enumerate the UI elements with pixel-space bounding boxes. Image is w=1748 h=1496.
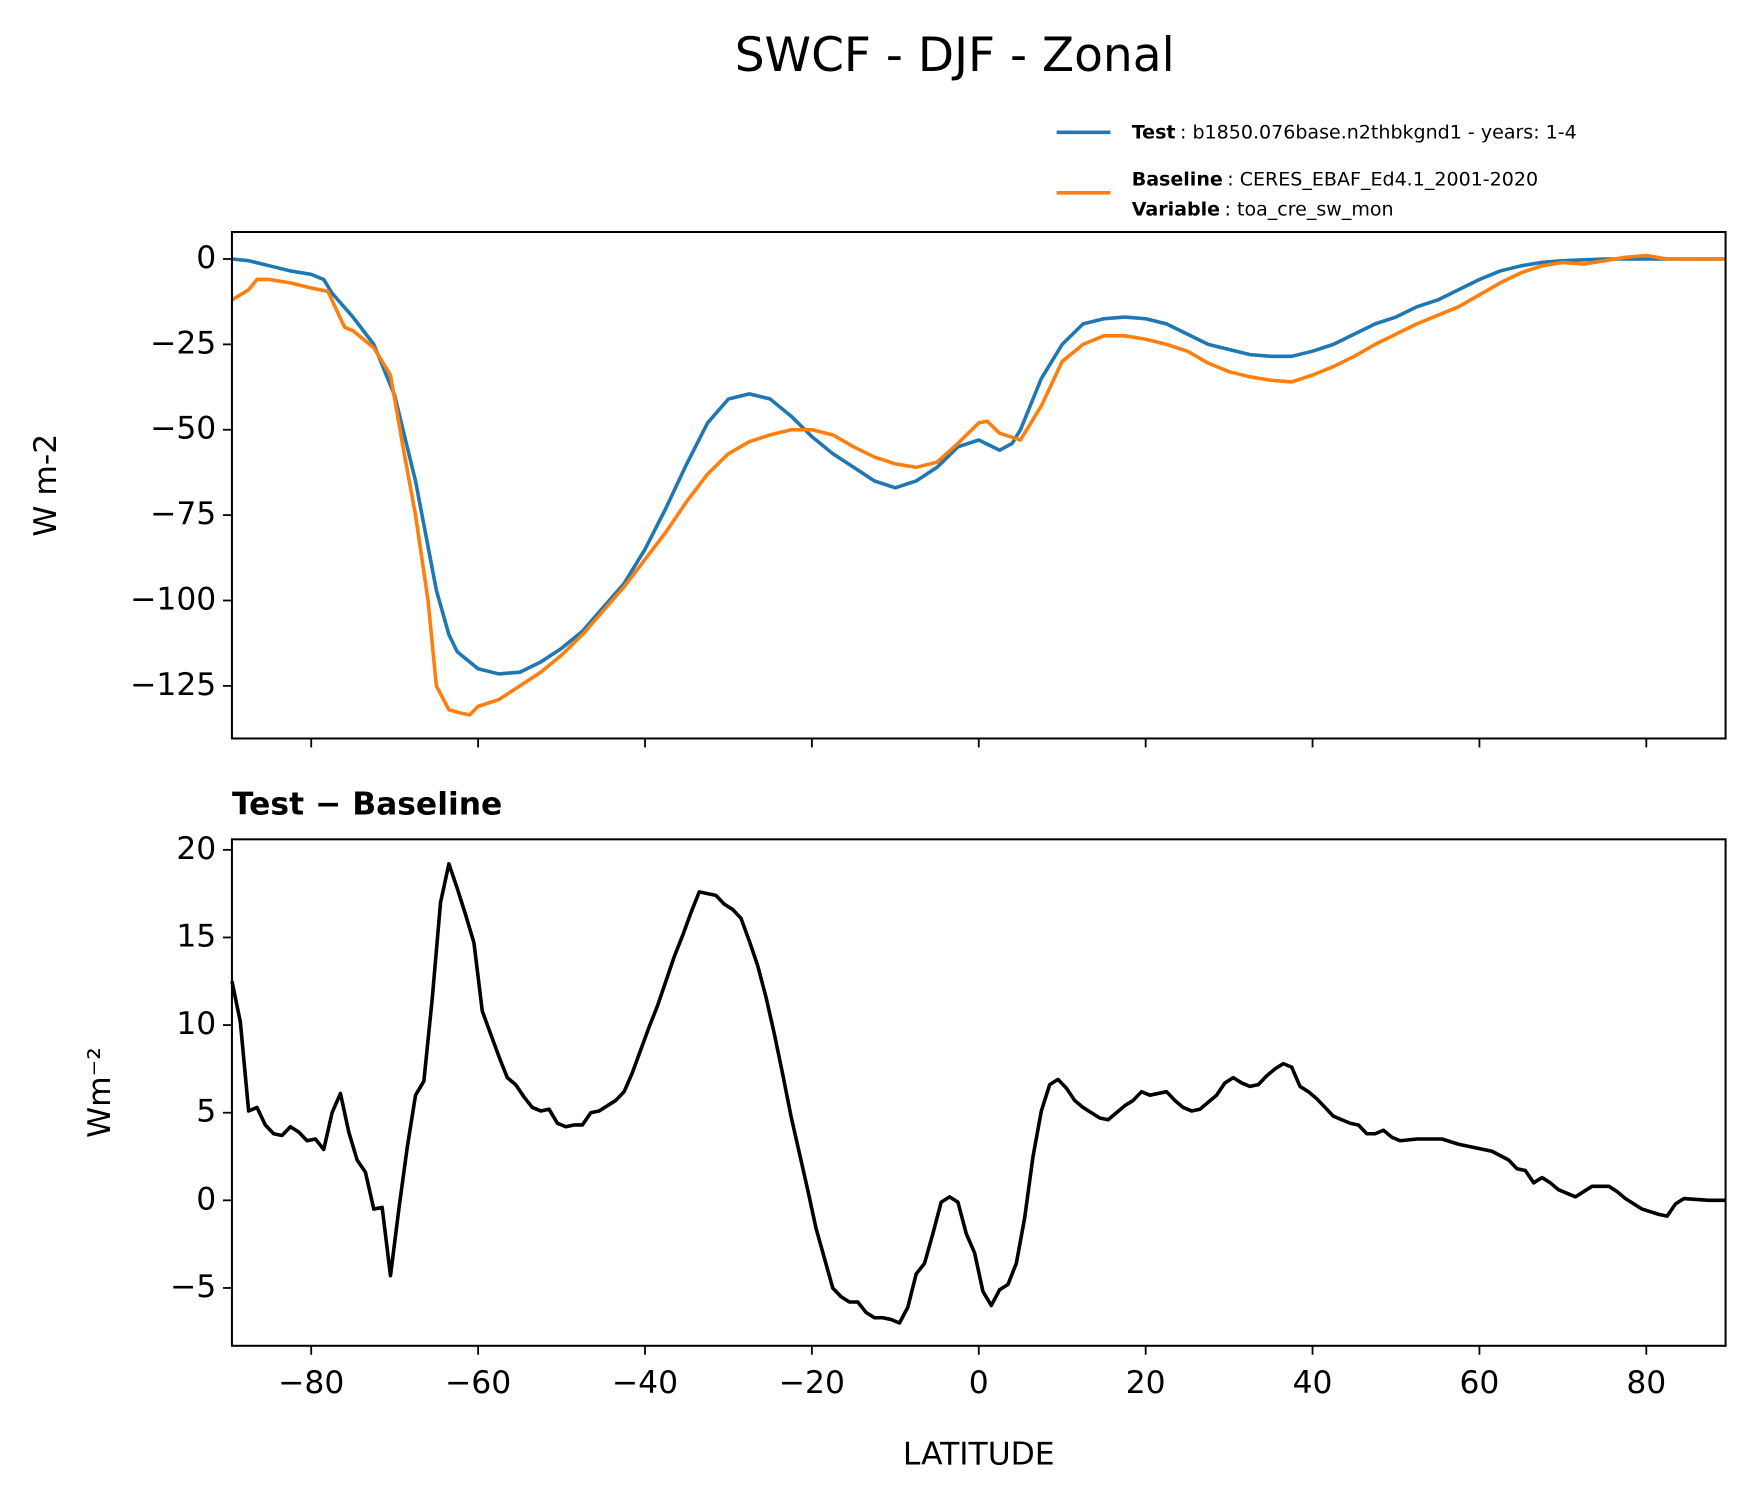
x-tick-label: −60 [445, 1365, 511, 1401]
y-tick-label: −125 [130, 667, 216, 703]
legend-entry: Test: b1850.076base.n2thbkgnd1 - years: … [1132, 121, 1577, 143]
y-tick-label: −5 [170, 1269, 216, 1305]
y-tick-label: 10 [176, 1006, 216, 1042]
y-tick-label: −25 [150, 325, 216, 361]
y-axis-label: Wm⁻² [82, 1047, 118, 1138]
plot-frame [230, 838, 1727, 1347]
figure-title: SWCF - DJF - Zonal [735, 28, 1175, 83]
y-tick-label: −50 [150, 411, 216, 447]
y-tick-label: 0 [196, 240, 216, 276]
x-tick-label: 60 [1459, 1365, 1499, 1401]
legend-description: : CERES_EBAF_Ed4.1_2001-2020 [1227, 168, 1538, 190]
legend-entry: Baseline: CERES_EBAF_Ed4.1_2001-2020 [1132, 168, 1538, 190]
y-tick-label: 0 [196, 1181, 216, 1217]
legend-entry: Variable: toa_cre_sw_mon [1132, 198, 1394, 220]
plot-frame [230, 230, 1727, 740]
legend-variable: : toa_cre_sw_mon [1225, 198, 1394, 220]
y-tick-label: 5 [196, 1094, 216, 1130]
y-axis-label: W m-2 [28, 434, 64, 537]
x-tick-label: 20 [1126, 1365, 1166, 1401]
legend-name: Baseline [1132, 168, 1223, 190]
x-tick-label: −80 [278, 1365, 344, 1401]
y-tick-label: −100 [130, 582, 216, 618]
y-tick-label: 15 [176, 918, 216, 954]
data-line [231, 257, 1726, 676]
subplot-title: Test − Baseline [232, 787, 502, 823]
x-tick-label: 80 [1626, 1365, 1666, 1401]
x-tick-label: 0 [969, 1365, 989, 1401]
legend-name: Test [1132, 121, 1176, 143]
x-tick-label: −20 [779, 1365, 845, 1401]
legend-variable-label: Variable [1132, 198, 1220, 220]
x-axis-label: LATITUDE [903, 1437, 1055, 1473]
legend-description: : b1850.076base.n2thbkgnd1 - years: 1-4 [1180, 121, 1577, 143]
x-tick-label: −40 [612, 1365, 678, 1401]
y-tick-label: −75 [150, 496, 216, 532]
x-tick-label: 40 [1293, 1365, 1333, 1401]
data-line [230, 862, 1726, 1325]
data-line [231, 253, 1726, 717]
y-tick-label: 20 [176, 831, 216, 867]
